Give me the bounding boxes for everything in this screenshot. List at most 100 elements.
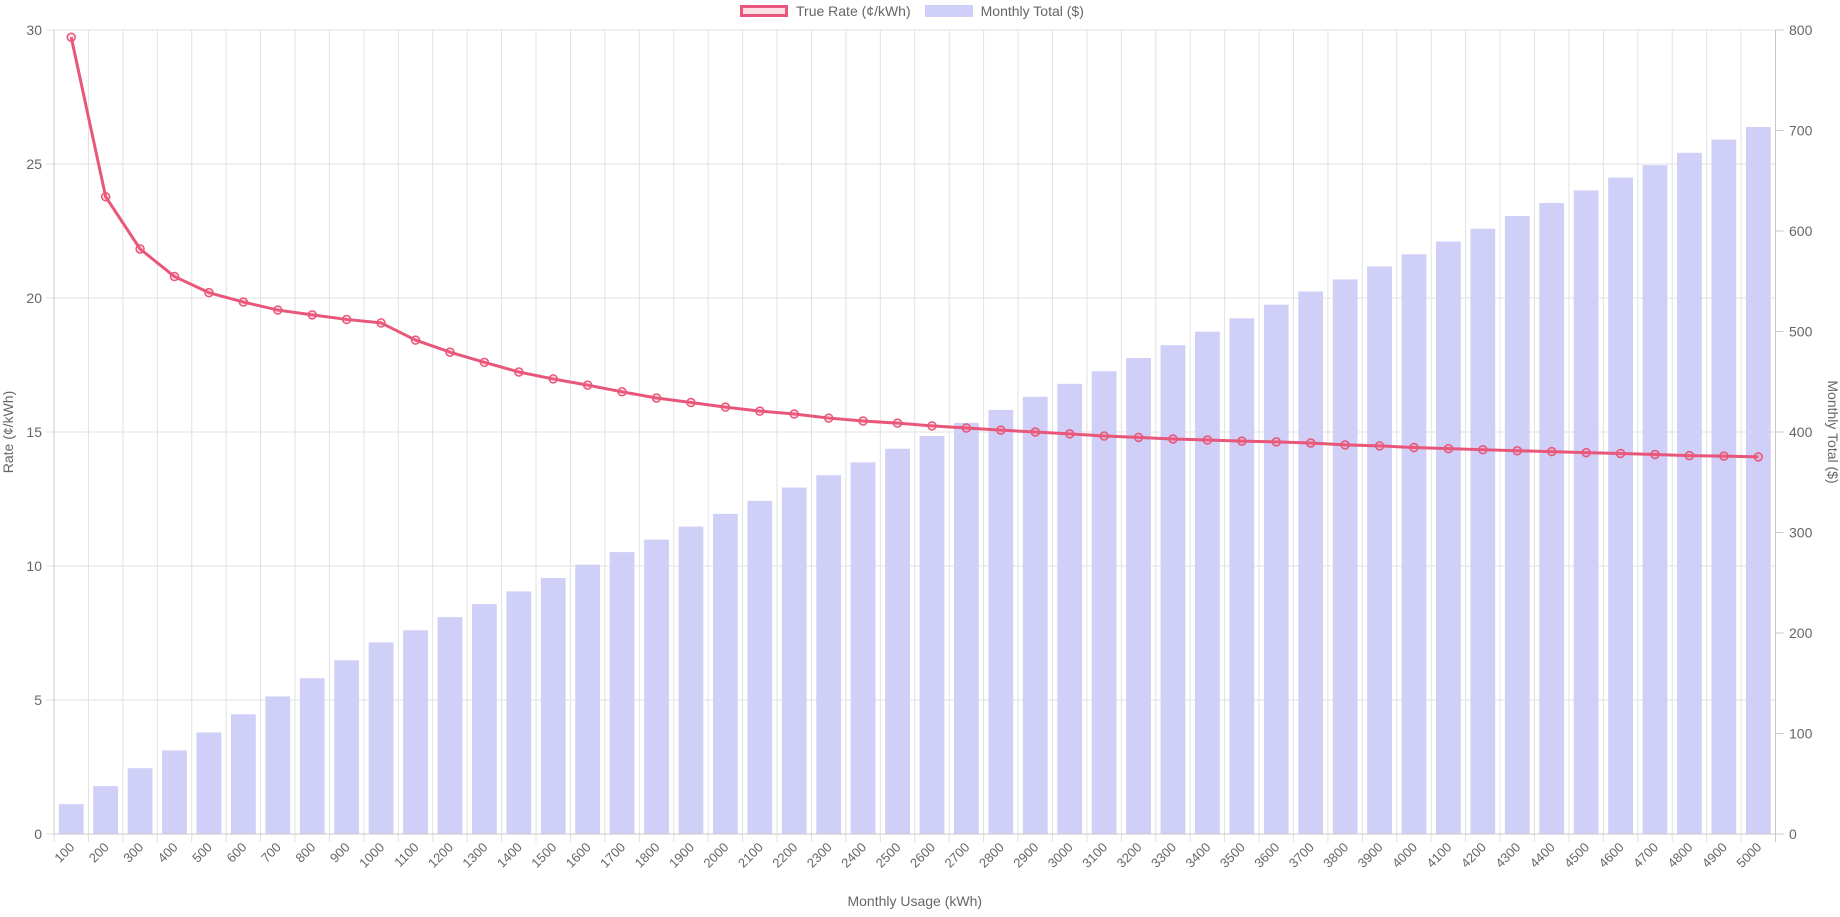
rate-point[interactable]: [686, 397, 696, 408]
bar[interactable]: [58, 804, 84, 834]
legend-item-monthly-total[interactable]: Monthly Total ($): [924, 3, 1084, 19]
bar[interactable]: [1470, 228, 1496, 835]
rate-point[interactable]: [1305, 438, 1316, 448]
bar[interactable]: [1195, 331, 1220, 834]
bar[interactable]: [1401, 254, 1427, 835]
bar[interactable]: [403, 630, 428, 834]
rate-point[interactable]: [1340, 440, 1350, 450]
rate-point[interactable]: [582, 380, 593, 390]
rate-point[interactable]: [204, 287, 214, 298]
bar[interactable]: [988, 409, 1014, 834]
bar[interactable]: [678, 526, 704, 834]
bar[interactable]: [196, 732, 222, 834]
rate-point[interactable]: [135, 244, 145, 254]
bar[interactable]: [747, 500, 773, 834]
rate-point[interactable]: [1202, 435, 1213, 445]
bar[interactable]: [1677, 152, 1702, 834]
bar[interactable]: [1711, 139, 1737, 834]
rate-point[interactable]: [169, 271, 180, 282]
bar[interactable]: [1022, 396, 1048, 834]
bar[interactable]: [1745, 126, 1771, 835]
rate-point[interactable]: [892, 418, 903, 428]
rate-point[interactable]: [1684, 450, 1695, 461]
rate-point[interactable]: [1443, 443, 1454, 454]
rate-point[interactable]: [823, 413, 834, 423]
rate-point[interactable]: [755, 406, 765, 416]
rate-point[interactable]: [858, 416, 868, 426]
legend-item-true-rate[interactable]: True Rate (¢/kWh): [740, 3, 911, 19]
rate-point[interactable]: [341, 314, 352, 325]
rate-point[interactable]: [445, 347, 455, 357]
bar[interactable]: [609, 552, 635, 834]
bar[interactable]: [1436, 241, 1461, 834]
rate-point[interactable]: [1581, 447, 1591, 458]
bar[interactable]: [919, 436, 945, 834]
rate-point[interactable]: [1478, 444, 1488, 455]
rate-point[interactable]: [996, 425, 1006, 435]
rate-point[interactable]: [1374, 441, 1385, 451]
bar[interactable]: [1298, 291, 1324, 835]
rate-point[interactable]: [1719, 451, 1729, 461]
bar[interactable]: [1367, 266, 1392, 834]
rate-point[interactable]: [1133, 432, 1144, 443]
rate-point[interactable]: [66, 32, 76, 42]
bar[interactable]: [781, 487, 807, 834]
bar[interactable]: [506, 591, 532, 834]
rate-point[interactable]: [961, 423, 972, 433]
bar[interactable]: [1263, 304, 1289, 834]
rate-point[interactable]: [1168, 434, 1178, 444]
bar[interactable]: [162, 750, 187, 834]
bar[interactable]: [1642, 165, 1668, 835]
rate-point[interactable]: [617, 387, 627, 397]
bar[interactable]: [1091, 371, 1117, 834]
rate-point[interactable]: [548, 374, 558, 384]
rate-point[interactable]: [1615, 448, 1626, 459]
bar[interactable]: [93, 786, 119, 834]
rate-point[interactable]: [238, 297, 249, 307]
rate-point[interactable]: [1271, 437, 1282, 447]
bar[interactable]: [368, 642, 394, 834]
bar[interactable]: [575, 564, 601, 834]
bar[interactable]: [334, 660, 360, 834]
bar[interactable]: [230, 714, 256, 834]
rate-point[interactable]: [1064, 429, 1075, 439]
rate-point[interactable]: [514, 367, 524, 377]
bar[interactable]: [1332, 279, 1358, 834]
bar[interactable]: [1126, 358, 1151, 834]
bar[interactable]: [954, 422, 979, 834]
rate-point[interactable]: [1409, 442, 1419, 453]
rate-point[interactable]: [1237, 436, 1247, 446]
rate-point[interactable]: [927, 421, 937, 431]
bar[interactable]: [437, 617, 463, 834]
bar[interactable]: [1573, 190, 1599, 834]
bar[interactable]: [644, 539, 669, 834]
rate-point[interactable]: [376, 318, 386, 328]
rate-point[interactable]: [789, 409, 799, 419]
bar[interactable]: [885, 448, 910, 834]
rate-point[interactable]: [1512, 446, 1523, 456]
rate-point[interactable]: [479, 357, 490, 368]
rate-point[interactable]: [720, 402, 731, 412]
bar[interactable]: [265, 696, 291, 834]
bar[interactable]: [1504, 216, 1530, 834]
bar[interactable]: [299, 678, 325, 834]
rate-point[interactable]: [1753, 452, 1764, 462]
bar[interactable]: [471, 604, 497, 834]
rate-point[interactable]: [100, 191, 111, 202]
bar[interactable]: [1229, 318, 1255, 835]
bar[interactable]: [1160, 345, 1186, 834]
bar[interactable]: [127, 768, 153, 834]
rate-point[interactable]: [273, 305, 283, 315]
rate-point[interactable]: [307, 310, 317, 320]
bar[interactable]: [540, 578, 566, 834]
rate-point[interactable]: [1099, 431, 1109, 441]
rate-point[interactable]: [1030, 427, 1041, 437]
bar[interactable]: [1057, 383, 1083, 834]
rate-point[interactable]: [410, 335, 421, 345]
rate-point[interactable]: [1650, 449, 1660, 460]
bar[interactable]: [1608, 177, 1633, 834]
rate-point[interactable]: [1546, 446, 1557, 457]
bar[interactable]: [816, 475, 842, 834]
bar[interactable]: [712, 513, 738, 834]
rate-point[interactable]: [651, 393, 662, 403]
